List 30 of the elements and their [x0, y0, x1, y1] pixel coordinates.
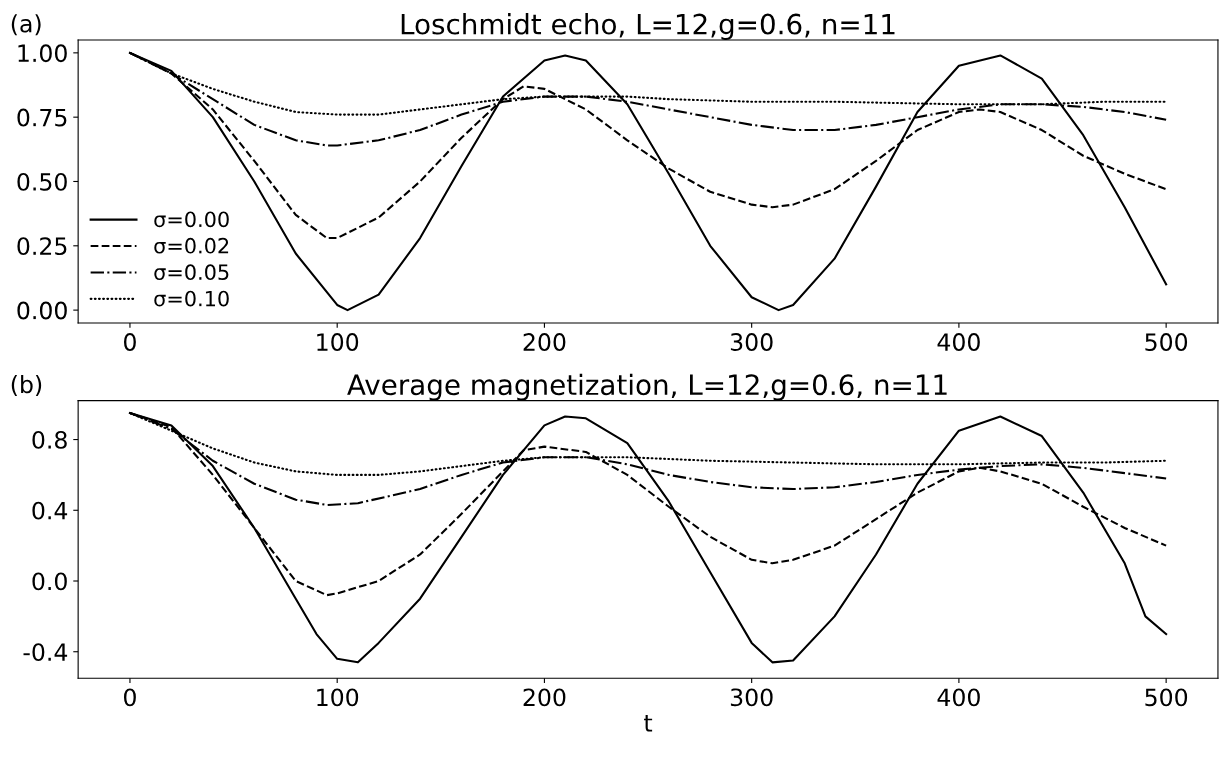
y-tick-label: 0.25 — [17, 237, 67, 256]
y-tick-label: 0.8 — [32, 431, 67, 449]
x-tick-label: 300 — [730, 688, 773, 707]
x-axis-title: t — [644, 714, 653, 732]
y-tick-label: 0.00 — [17, 301, 67, 320]
y-tick-label: 0.75 — [17, 108, 67, 127]
x-tick-label: 500 — [1145, 688, 1188, 707]
x-tick-label: 300 — [730, 333, 773, 351]
chart-title: Loschmidt echo, L=12,g=0.6, n=11 — [401, 13, 895, 40]
legend-label: σ=0.10 — [154, 290, 229, 307]
legend-label: σ=0.02 — [154, 237, 229, 254]
x-tick-label: 400 — [937, 688, 980, 707]
legend-label: σ=0.00 — [154, 211, 229, 228]
x-tick-label: 100 — [317, 333, 359, 351]
y-tick-label: 0.4 — [32, 501, 68, 520]
chart-title: Average magnetization, L=12,g=0.6, n=11 — [347, 373, 947, 401]
x-tick-label: 100 — [317, 688, 359, 707]
legend-label: σ=0.05 — [154, 264, 229, 281]
y-tick-label: 0.0 — [32, 572, 67, 591]
text: (b) — [11, 375, 42, 397]
x-tick-label: 0 — [124, 688, 136, 707]
x-tick-label: 200 — [523, 688, 566, 707]
x-tick-label: 500 — [1145, 333, 1188, 351]
x-tick-label: 400 — [937, 333, 980, 351]
x-tick-label: 200 — [523, 333, 566, 351]
y-tick-label: 0.50 — [17, 172, 67, 191]
text: (a) — [11, 14, 41, 36]
x-tick-label: 0 — [124, 333, 136, 351]
y-tick-label: -0.4 — [23, 643, 68, 662]
y-tick-label: 1.00 — [18, 44, 67, 63]
